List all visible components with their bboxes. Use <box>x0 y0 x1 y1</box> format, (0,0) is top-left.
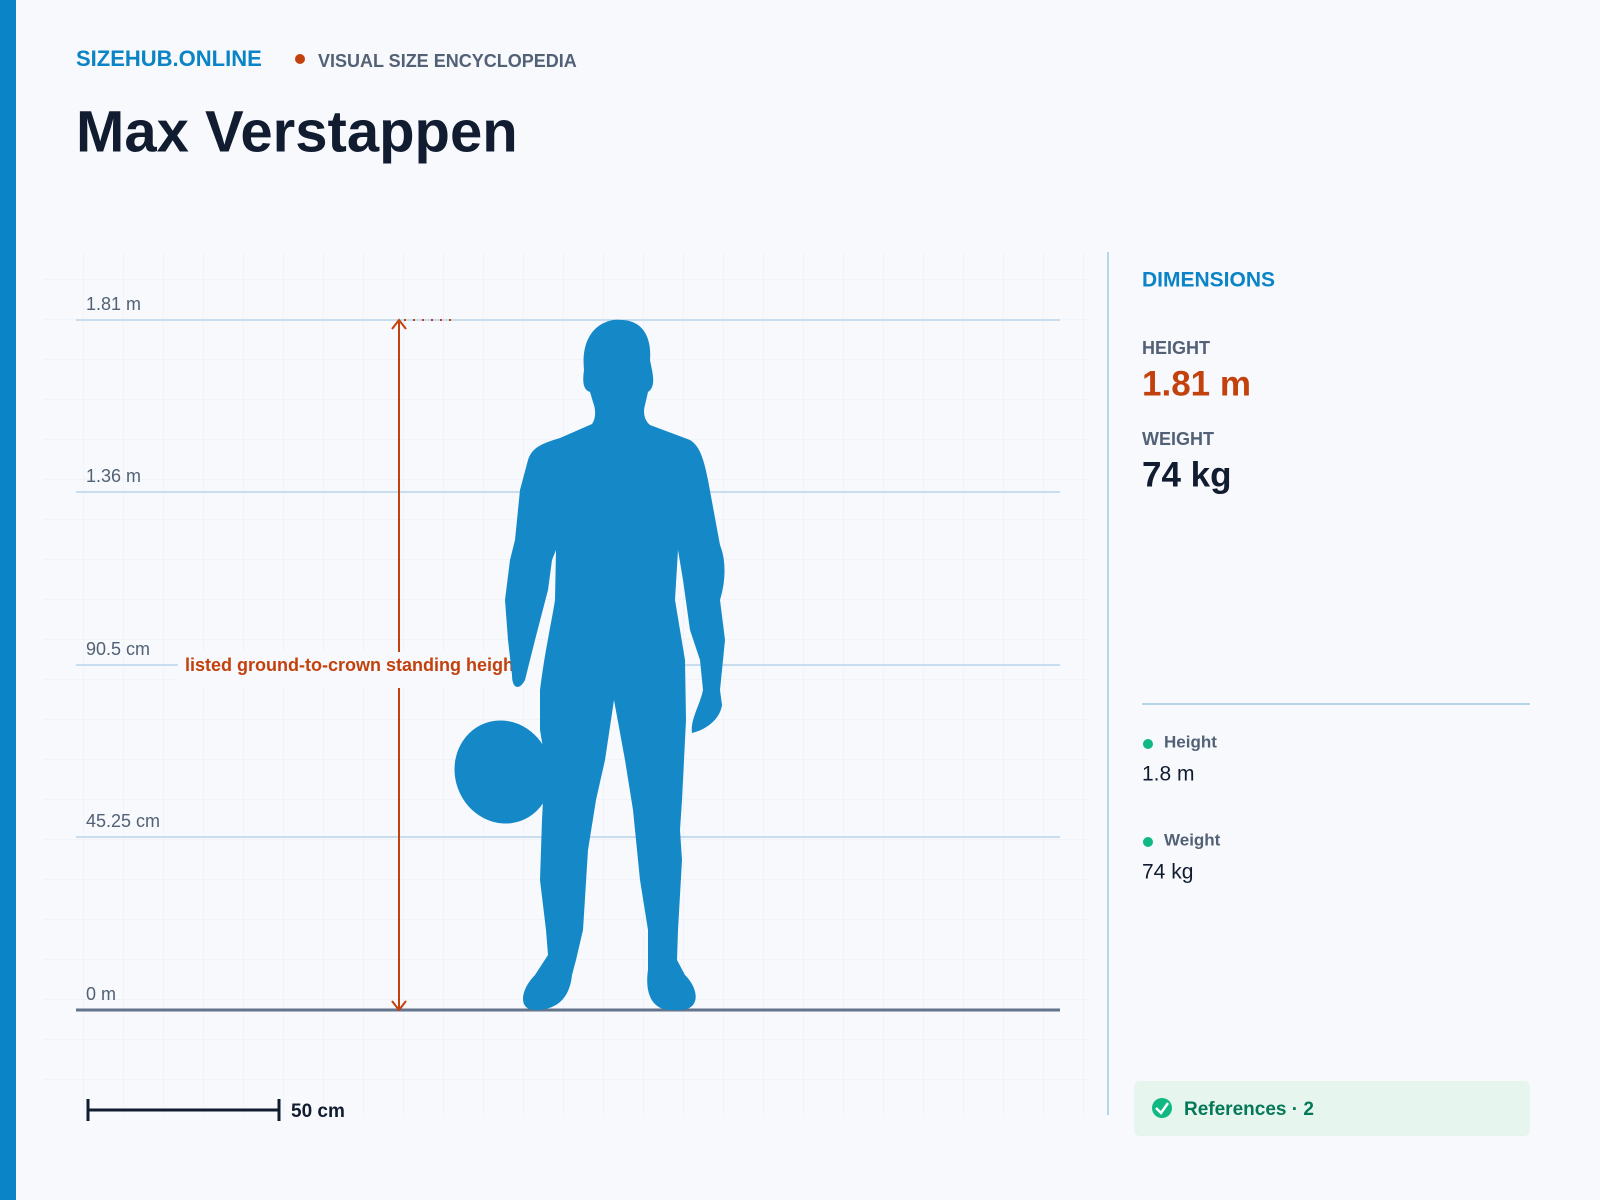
tagline: VISUAL SIZE ENCYCLOPEDIA <box>318 51 577 71</box>
brand-dot <box>295 54 305 64</box>
stat-label: WEIGHT <box>1142 429 1214 449</box>
helmet <box>454 720 552 824</box>
stat-value: 1.81 m <box>1142 364 1251 403</box>
references-button[interactable]: References · 2 <box>1134 1081 1530 1136</box>
scale-label: 1.36 m <box>86 466 141 486</box>
references-label[interactable]: References · 2 <box>1184 1099 1314 1120</box>
annotation: listed ground-to-crown standing height <box>185 655 520 675</box>
stat-value: 74 kg <box>1142 455 1232 494</box>
scale-label: 1.81 m <box>86 294 141 314</box>
page-title: Max Verstappen <box>76 99 518 164</box>
silhouette <box>454 319 725 1011</box>
scale-label: 90.5 cm <box>86 639 150 659</box>
scale-label: 0 m <box>86 984 116 1004</box>
fact-label: Weight <box>1164 830 1221 849</box>
annotation-bg <box>178 652 558 688</box>
scale-label: 45.25 cm <box>86 811 160 831</box>
check-icon <box>1152 1098 1172 1118</box>
stat-label: HEIGHT <box>1142 338 1210 358</box>
brand: SIZEHUB.ONLINE <box>76 46 262 71</box>
accent-bar <box>0 0 16 1200</box>
fact-value: 74 kg <box>1142 861 1193 884</box>
fact-value: 1.8 m <box>1142 763 1195 786</box>
arrow-heads <box>391 318 407 1012</box>
fact-label: Height <box>1164 732 1217 751</box>
sidebar-heading: DIMENSIONS <box>1142 269 1275 292</box>
body <box>505 319 725 1011</box>
references-bg[interactable] <box>1134 1081 1530 1136</box>
fact-dot <box>1143 739 1153 749</box>
scale-bar-label: 50 cm <box>291 1101 345 1122</box>
check-mark <box>1155 1102 1170 1115</box>
fact-dot <box>1143 837 1153 847</box>
